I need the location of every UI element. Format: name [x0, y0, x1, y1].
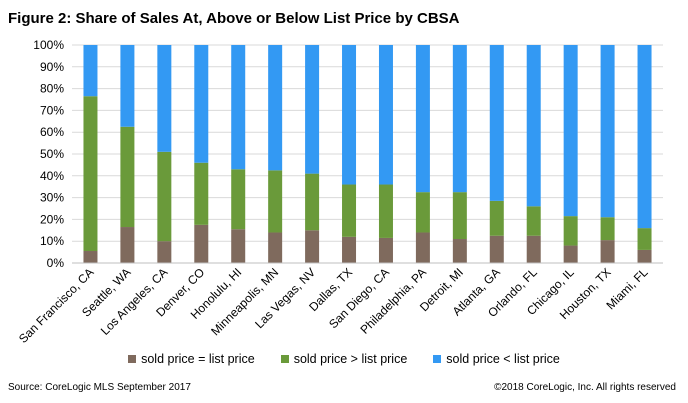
copyright-note: ©2018 CoreLogic, Inc. All rights reserve…	[494, 382, 676, 393]
bar-segment-at	[342, 236, 357, 263]
y-tick-label: 10%	[40, 234, 64, 248]
bar-segment-below	[305, 45, 320, 174]
bar-segment-below	[157, 45, 172, 152]
bar-segment-at	[194, 224, 209, 263]
bar-segment-at	[120, 227, 135, 263]
bar-segment-below	[600, 45, 615, 218]
bar-segment-below	[489, 45, 504, 201]
bar-segment-below	[194, 45, 209, 163]
bar-segment-at	[526, 235, 541, 263]
bar-segment-above	[600, 217, 615, 241]
bar-segment-above	[342, 184, 357, 237]
bar-segment-at	[305, 230, 320, 263]
bar-segment-below	[563, 45, 578, 217]
bar-segment-above	[378, 184, 393, 238]
bar-segment-at	[600, 240, 615, 263]
bar-segment-at	[489, 235, 504, 263]
bar-segment-at	[378, 237, 393, 263]
y-tick-label: 40%	[40, 169, 64, 183]
bar-segment-at	[157, 241, 172, 263]
bar-segment-at	[415, 232, 430, 263]
y-tick-label: 30%	[40, 191, 64, 205]
bar-segment-below	[231, 45, 246, 170]
y-tick-label: 80%	[40, 82, 64, 96]
legend-swatch-below-list	[433, 355, 442, 363]
bar-segment-below	[526, 45, 541, 207]
bar-segment-below	[120, 45, 135, 127]
bar-segment-above	[268, 170, 283, 233]
bar-segment-above	[120, 126, 135, 228]
x-tick-label: Los Angeles, CA	[98, 265, 171, 338]
bar-segment-below	[378, 45, 393, 185]
bar-segment-below	[637, 45, 652, 229]
legend-item-above-list: sold price > list price	[280, 352, 408, 366]
bar-segment-above	[452, 192, 467, 240]
y-tick-label: 100%	[33, 38, 64, 52]
bar-segment-at	[563, 245, 578, 263]
legend-label-above-list: sold price > list price	[293, 352, 408, 366]
bar-segment-at	[268, 232, 283, 263]
chart-legend: sold price = list price sold price > lis…	[0, 352, 688, 366]
bar-segment-above	[637, 228, 652, 250]
legend-item-at-list: sold price = list price	[128, 352, 255, 366]
bar-segment-above	[157, 151, 172, 242]
y-tick-label: 60%	[40, 125, 64, 139]
y-tick-label: 90%	[40, 60, 64, 74]
legend-label-at-list: sold price = list price	[141, 352, 255, 366]
x-tick-label: Philadelphia, PA	[357, 265, 429, 337]
bar-segment-above	[526, 206, 541, 236]
bar-segment-above	[194, 162, 209, 225]
x-tick-label: Minneapolis, MN	[208, 265, 281, 338]
bar-segment-above	[563, 216, 578, 246]
bar-segment-above	[83, 96, 98, 252]
y-tick-label: 50%	[40, 147, 64, 161]
bar-segment-above	[415, 192, 430, 233]
bar-segment-below	[83, 45, 98, 97]
bar-segment-above	[305, 173, 320, 231]
legend-item-below-list: sold price < list price	[433, 352, 560, 366]
bar-segment-above	[231, 169, 246, 230]
y-tick-label: 70%	[40, 103, 64, 117]
legend-swatch-at-list	[128, 355, 137, 363]
bar-segment-at	[637, 249, 652, 263]
bar-segment-below	[415, 45, 430, 193]
legend-swatch-above-list	[280, 355, 289, 363]
bar-segment-at	[231, 229, 246, 263]
y-tick-label: 0%	[47, 256, 65, 270]
bar-segment-below	[452, 45, 467, 193]
bar-segment-above	[489, 200, 504, 236]
chart-title: Figure 2: Share of Sales At, Above or Be…	[8, 10, 460, 27]
y-tick-label: 20%	[40, 212, 64, 226]
bar-segment-at	[83, 251, 98, 263]
source-note: Source: CoreLogic MLS September 2017	[8, 382, 191, 393]
bar-segment-at	[452, 239, 467, 263]
bar-segment-below	[342, 45, 357, 185]
legend-label-below-list: sold price < list price	[446, 352, 560, 366]
bar-segment-below	[268, 45, 283, 171]
